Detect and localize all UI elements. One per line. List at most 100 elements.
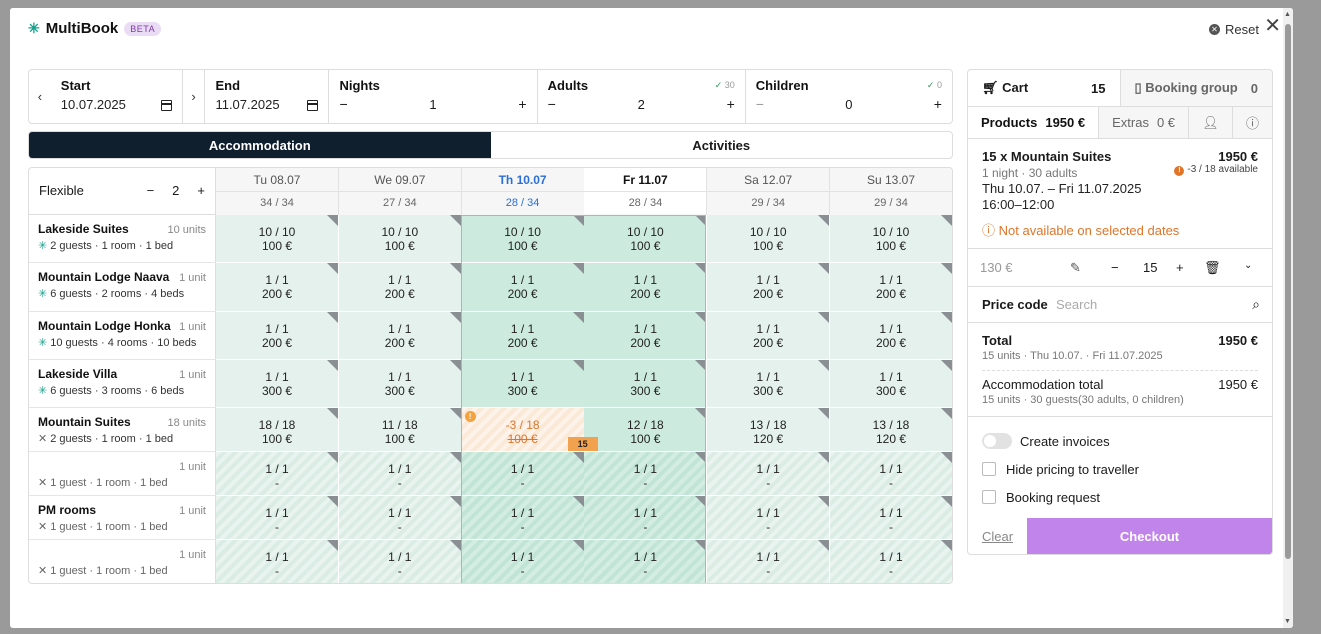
availability-cell[interactable]: 1 / 1 300 € [707, 360, 831, 408]
availability-cell[interactable]: 12 / 18 100 € [584, 408, 708, 452]
availability-cell[interactable]: 1 / 1- [584, 452, 708, 496]
availability-cell[interactable]: 1 / 1- [461, 496, 585, 540]
availability-cell[interactable]: 1 / 1- [830, 496, 952, 540]
toggle-switch[interactable] [982, 433, 1012, 449]
day-header[interactable]: Sa 12.07 29 / 34 [707, 168, 831, 215]
availability-cell[interactable]: 13 / 18 120 € [707, 408, 831, 452]
availability-cell[interactable]: 1 / 1 200 € [707, 263, 831, 312]
booking-request-checkbox[interactable]: Booking request [982, 483, 1258, 511]
tab-products[interactable]: Products 1950 € [968, 107, 1100, 138]
calendar-icon[interactable] [307, 100, 319, 111]
tab-cart[interactable]: 🛒︎ Cart 15 [982, 80, 1106, 96]
plus-icon[interactable]: + [197, 183, 205, 198]
day-header[interactable]: We 09.07 27 / 34 [338, 168, 462, 215]
availability-cell[interactable]: 1 / 1 200 € [338, 312, 462, 360]
quantity-value[interactable]: 15 [1143, 260, 1158, 275]
calendar-icon[interactable] [160, 100, 172, 111]
availability-cell[interactable]: 1 / 1- [216, 496, 339, 540]
day-header[interactable]: Su 13.07 29 / 34 [830, 168, 952, 215]
availability-cell[interactable]: 1 / 1- [707, 540, 831, 583]
create-invoices-toggle[interactable]: Create invoices [982, 427, 1258, 455]
availability-cell[interactable]: 1 / 1 200 € [707, 312, 831, 360]
availability-cell[interactable]: 18 / 18 100 € [216, 408, 339, 452]
availability-cell[interactable]: 1 / 1- [338, 496, 462, 540]
prev-date-button[interactable]: ‹ [37, 89, 43, 104]
availability-cell[interactable]: 10 / 10 100 € [461, 215, 585, 263]
availability-cell[interactable]: 1 / 1 200 € [584, 263, 708, 312]
scrollbar[interactable]: ▲ ▼ [1283, 8, 1293, 628]
availability-cell[interactable]: 1 / 1- [216, 540, 339, 583]
children-value[interactable]: 0 [845, 96, 853, 112]
checkbox[interactable] [982, 490, 996, 504]
availability-cell[interactable]: 1 / 1- [584, 496, 708, 540]
availability-cell[interactable]: 1 / 1 200 € [338, 263, 462, 312]
day-header[interactable]: Fr 11.07 28 / 34 [584, 168, 708, 215]
clear-button[interactable]: Clear [981, 528, 1014, 544]
availability-cell[interactable]: 1 / 1- [584, 540, 708, 583]
minus-icon[interactable]: − [1111, 260, 1119, 275]
availability-cell[interactable]: 1 / 1 300 € [216, 360, 339, 408]
availability-cell[interactable]: 1 / 1 200 € [461, 312, 585, 360]
hide-pricing-checkbox[interactable]: Hide pricing to traveller [982, 455, 1258, 483]
scroll-down-icon[interactable]: ▼ [1284, 618, 1291, 625]
availability-cell[interactable]: 1 / 1 200 € [830, 263, 952, 312]
next-date-button[interactable]: › [191, 89, 196, 104]
edit-icon[interactable]: ✎ [1070, 260, 1081, 275]
minus-icon[interactable]: − [146, 183, 155, 198]
day-header[interactable]: Th 10.07 28 / 34 [461, 168, 585, 215]
end-date-input[interactable]: 11.07.2025 [215, 97, 280, 112]
availability-cell[interactable]: 10 / 10 100 € [338, 215, 462, 263]
availability-cell[interactable]: 11 / 18 100 € [338, 408, 462, 452]
trash-icon[interactable]: 🗑︎ [1204, 260, 1221, 275]
nights-value[interactable]: 1 [429, 96, 437, 112]
checkout-button[interactable]: Checkout [1027, 518, 1272, 554]
chevron-down-icon[interactable]: ⌄ [1244, 260, 1253, 271]
adults-value[interactable]: 2 [637, 96, 645, 112]
scroll-up-icon[interactable]: ▲ [1284, 11, 1291, 18]
end-field[interactable]: End 11.07.2025 [205, 70, 328, 123]
plus-icon[interactable]: + [726, 96, 735, 112]
availability-cell[interactable]: 10 / 10 100 € [830, 215, 952, 263]
availability-cell[interactable]: 1 / 1 200 € [830, 312, 952, 360]
plus-icon[interactable]: + [933, 96, 942, 112]
tab-accommodation[interactable]: Accommodation [29, 132, 491, 158]
availability-cell[interactable]: -3 / 18 100 €! 15 [461, 408, 598, 452]
unit-price-input[interactable]: 130 € [980, 260, 1013, 275]
checkbox[interactable] [982, 462, 996, 476]
reset-button[interactable]: ✕ Reset [1209, 22, 1259, 37]
availability-cell[interactable]: 1 / 1- [338, 452, 462, 496]
availability-cell[interactable]: 1 / 1 300 € [584, 360, 708, 408]
availability-cell[interactable]: 1 / 1 200 € [461, 263, 585, 312]
availability-cell[interactable]: 1 / 1- [707, 496, 831, 540]
availability-cell[interactable]: 13 / 18 120 € [830, 408, 952, 452]
scrollbar-thumb[interactable] [1285, 24, 1291, 559]
tab-activities[interactable]: Activities [692, 137, 751, 153]
price-code-input[interactable]: Search [1056, 297, 1098, 312]
day-header[interactable]: Tu 08.07 34 / 34 [216, 168, 339, 215]
availability-cell[interactable]: 1 / 1 300 € [461, 360, 585, 408]
close-icon[interactable]: ✕ [1264, 15, 1281, 37]
traveller-icon[interactable]: 👤︎ [1189, 107, 1234, 138]
availability-cell[interactable]: 10 / 10 100 € [707, 215, 831, 263]
tab-booking-group[interactable]: ▯ Booking group 0 [1119, 70, 1272, 106]
minus-icon[interactable]: − [755, 96, 764, 112]
minus-icon[interactable]: − [547, 96, 556, 112]
availability-cell[interactable]: 1 / 1- [461, 540, 585, 583]
minus-icon[interactable]: − [339, 96, 348, 112]
availability-cell[interactable]: 10 / 10 100 € [584, 215, 708, 263]
start-date-input[interactable]: 10.07.2025 [60, 97, 126, 112]
start-field[interactable]: Start 10.07.2025 [51, 70, 182, 123]
availability-cell[interactable]: 1 / 1- [830, 452, 952, 496]
availability-cell[interactable]: 1 / 1- [707, 452, 831, 496]
availability-cell[interactable]: 1 / 1 200 € [216, 263, 339, 312]
plus-icon[interactable]: + [518, 96, 527, 112]
availability-cell[interactable]: 1 / 1- [830, 540, 952, 583]
availability-cell[interactable]: 1 / 1 300 € [338, 360, 462, 408]
availability-cell[interactable]: 1 / 1- [461, 452, 585, 496]
availability-cell[interactable]: 10 / 10 100 € [216, 215, 339, 263]
availability-cell[interactable]: 1 / 1 200 € [216, 312, 339, 360]
availability-cell[interactable]: 1 / 1 300 € [830, 360, 952, 408]
plus-icon[interactable]: + [1176, 260, 1184, 275]
tab-extras[interactable]: Extras 0 € [1099, 107, 1190, 138]
availability-cell[interactable]: 1 / 1- [216, 452, 339, 496]
